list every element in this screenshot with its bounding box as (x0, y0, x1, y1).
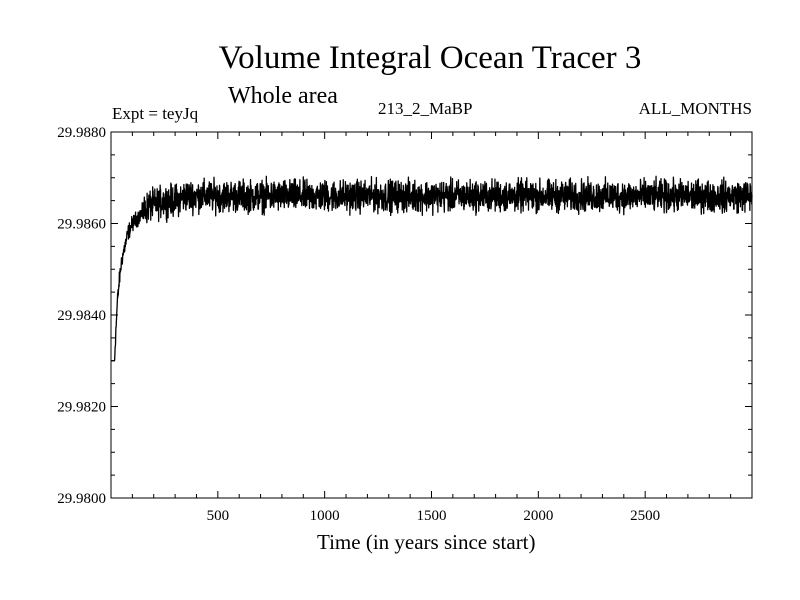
tick-labels: 29.9800 29.9820 29.9840 29.9860 29.9880 500 10… (57, 125, 660, 524)
y-tick-label: 29.9840 (57, 308, 106, 324)
x-tick-label: 500 (207, 508, 230, 524)
chart-title: Volume Integral Ocean Tracer 3 (218, 40, 642, 76)
series-layer (110, 175, 753, 362)
x-tick-label: 2000 (523, 508, 553, 524)
x-tick-label: 1500 (417, 508, 447, 524)
series-line (110, 175, 753, 362)
x-axis-label: Time (in years since start) (317, 530, 536, 554)
y-tick-label: 29.9820 (57, 400, 106, 416)
months-label: ALL_MONTHS (638, 99, 752, 118)
x-tick-label: 1000 (310, 508, 340, 524)
run-label: 213_2_MaBP (378, 99, 473, 118)
y-tick-label: 29.9800 (57, 491, 106, 507)
plot-frame (110, 131, 753, 499)
experiment-label: Expt = teyJq (112, 104, 199, 123)
y-tick-label: 29.9880 (57, 125, 106, 141)
x-tick-label: 2500 (630, 508, 660, 524)
chart-subtitle: Whole area (228, 83, 338, 109)
y-tick-label: 29.9860 (57, 217, 106, 233)
